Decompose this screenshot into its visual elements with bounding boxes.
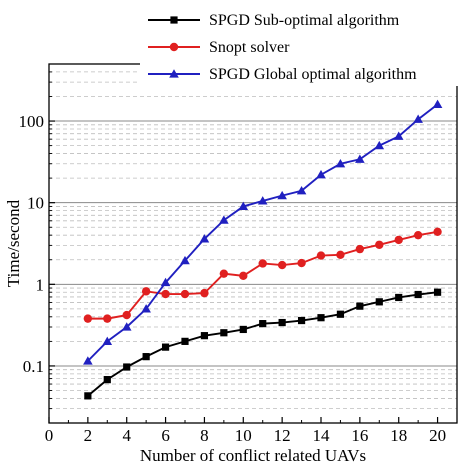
y-tick-label: 1 [36,275,45,294]
data-point-triangle [141,304,151,313]
axis-ticks: 0 2 4 6 8 10 12 14 16 18 20 0.1 1 10 100 [19,63,446,445]
series-circle [83,227,442,323]
data-point-square [123,363,131,371]
data-point-triangle [121,322,132,331]
y-axis-label: Time/second [4,199,23,287]
data-point-triangle [335,158,346,168]
x-tick-label: 4 [122,426,131,445]
data-point-triangle [413,114,423,123]
y-tick-label: 100 [19,112,45,131]
data-point-triangle [102,336,113,345]
data-point-square [336,310,345,318]
data-point-circle [180,289,190,299]
data-point-circle [161,289,170,299]
data-point-square [375,298,383,306]
legend-label: SPGD Global optimal algorithm [209,66,417,83]
data-point-square [170,16,178,24]
x-tick-label: 6 [161,426,170,445]
data-point-square [142,353,150,361]
data-point-square [433,288,442,296]
data-point-circle [141,287,151,296]
series-square [84,288,442,400]
data-point-square [239,325,247,334]
series-line [87,230,438,320]
x-tick-label: 0 [45,426,54,445]
grid-lines [49,63,457,424]
x-tick-label: 20 [429,426,446,445]
data-point-circle [297,258,306,268]
data-point-square [356,302,364,310]
x-tick-label: 14 [313,426,331,445]
data-point-triangle [316,169,326,179]
data-point-circle [239,271,248,281]
data-point-square [297,316,306,325]
legend-label: Snopt solver [209,39,290,56]
data-point-triangle [277,190,287,200]
x-tick-label: 16 [351,426,368,445]
data-point-square [317,314,325,322]
data-point-circle [258,259,267,268]
x-tick-label: 8 [200,426,209,445]
data-point-circle [103,314,112,323]
data-point-circle [122,310,131,320]
data-point-triangle [393,131,404,140]
data-point-circle [394,235,403,245]
data-point-circle [219,269,229,278]
legend: SPGD Sub-optimal algorithm Snopt solver SP… [140,6,465,86]
data-point-square [181,337,189,345]
data-point-circle [83,314,93,323]
data-point-square [414,290,422,299]
data-point-triangle [180,255,190,265]
data-point-square [200,332,209,340]
series-line [87,291,438,397]
data-point-triangle [355,154,365,163]
x-tick-label: 18 [390,426,407,445]
data-point-circle [413,230,423,240]
data-point-circle [336,250,345,259]
data-point-square [220,329,228,337]
data-point-square [395,293,403,302]
data-point-circle [200,288,209,298]
plot-frame [48,63,458,424]
data-point-triangle [83,356,93,365]
x-axis-label: Number of conflict related UAVs [140,446,366,465]
data-point-square [103,376,111,384]
data-point-triangle [257,196,268,205]
x-tick-label: 10 [235,426,252,445]
data-point-triangle [432,99,443,108]
y-tick-label: 0.1 [23,357,44,376]
data-point-triangle [160,277,171,287]
data-point-circle [375,240,384,249]
data-point-circle [355,244,365,254]
data-point-circle [433,227,442,236]
data-point-triangle [169,69,179,78]
data-point-square [259,320,267,328]
y-tick-label: 10 [27,194,44,213]
series-triangle [83,99,443,365]
x-tick-label: 2 [84,426,93,445]
data-point-square [84,392,92,400]
legend-label: SPGD Sub-optimal algorithm [209,12,400,29]
x-tick-label: 12 [274,426,291,445]
data-point-circle [277,260,287,270]
chart-series [83,99,443,400]
data-point-triangle [199,234,210,243]
data-point-circle [316,251,326,260]
data-point-square [278,318,286,327]
data-point-triangle [219,215,229,224]
data-point-triangle [374,140,385,150]
data-point-triangle [296,185,307,195]
data-point-square [161,343,170,351]
data-point-triangle [238,201,249,211]
data-point-circle [169,42,179,52]
